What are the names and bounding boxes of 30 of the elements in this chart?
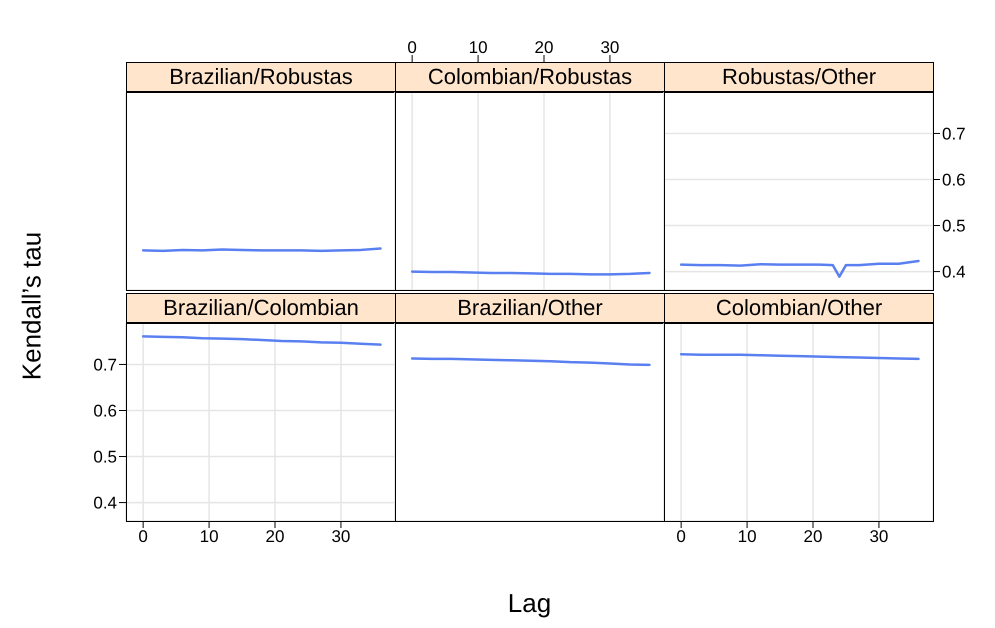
chart-title: Brazilian/Robustas bbox=[169, 64, 353, 90]
x-tick-label: 30 bbox=[869, 527, 888, 546]
x-tick-label: 10 bbox=[738, 527, 757, 546]
chart-title: Robustas/Other bbox=[722, 64, 876, 90]
line-series bbox=[680, 260, 920, 278]
x-tick-label: 0 bbox=[407, 38, 417, 57]
chart-title: Brazilian/Other bbox=[457, 295, 603, 321]
chart-title: Colombian/Robustas bbox=[428, 64, 632, 90]
y-tick-label: 0.7 bbox=[942, 124, 966, 144]
x-axis-title: Lag bbox=[506, 588, 552, 619]
y-tick-label: 0.5 bbox=[942, 216, 966, 236]
x-tick-label: 20 bbox=[804, 527, 822, 546]
y-tick-label: 0.5 bbox=[93, 448, 117, 467]
x-tick-label: 20 bbox=[534, 38, 554, 57]
x-tick-label: 0 bbox=[138, 527, 148, 546]
y-tick-label: 0.4 bbox=[93, 494, 117, 513]
y-tick-label: 0.6 bbox=[942, 170, 966, 190]
x-tick-label: 30 bbox=[331, 527, 350, 546]
chart-title: Brazilian/Colombian bbox=[163, 295, 359, 321]
y-axis-title: Kendall’s tau bbox=[16, 232, 48, 380]
chart-title: Colombian/Other bbox=[716, 295, 882, 321]
x-tick-label: 10 bbox=[200, 527, 219, 546]
y-tick-label: 0.4 bbox=[942, 262, 966, 282]
x-tick-label: 20 bbox=[266, 527, 284, 546]
y-tick-label: 0.7 bbox=[93, 355, 117, 374]
x-tick-label: 10 bbox=[468, 38, 488, 57]
y-tick-label: 0.6 bbox=[93, 402, 117, 421]
x-tick-label: 0 bbox=[676, 527, 686, 546]
line-series bbox=[142, 335, 382, 346]
x-tick-label: 30 bbox=[600, 38, 620, 57]
